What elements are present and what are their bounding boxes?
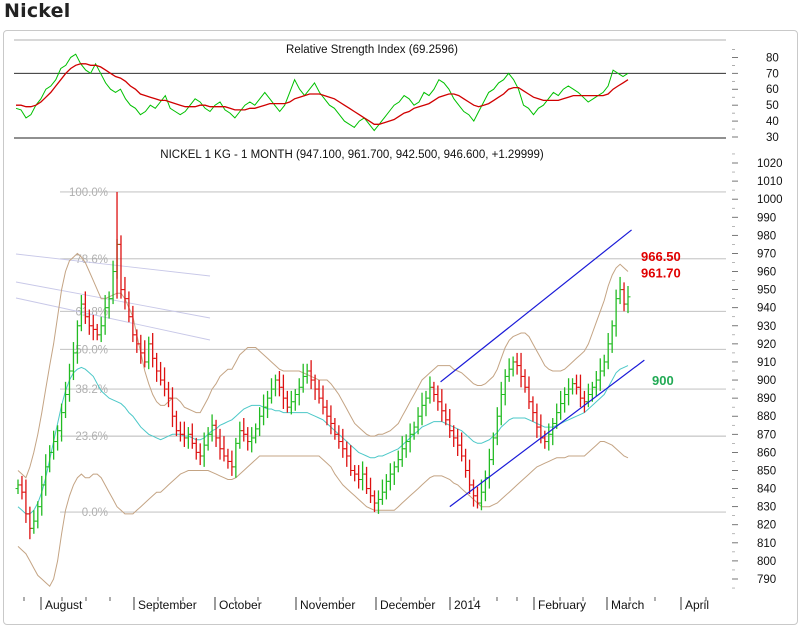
x-month-label: October — [219, 598, 262, 612]
fan-line — [15, 297, 211, 341]
price-y-tick-label: 980 — [757, 230, 776, 242]
price-y-tick-label: 850 — [757, 465, 776, 477]
price-y-tick-label: 820 — [757, 520, 776, 532]
bollinger-bands — [17, 252, 629, 587]
x-month-label: April — [685, 598, 709, 612]
fib-level-label: 50.0% — [75, 344, 108, 356]
x-month-label: August — [45, 598, 83, 612]
price-y-tick-label: 790 — [757, 574, 776, 586]
x-month-label: March — [611, 598, 644, 612]
x-month-label: February — [538, 598, 586, 612]
price-y-tick-label: 910 — [757, 357, 776, 369]
price-y-tick-label: 920 — [757, 339, 776, 351]
trend-channel-upper — [440, 229, 632, 383]
rsi-series-line — [16, 63, 629, 125]
page-title: Nickel — [4, 0, 71, 22]
fib-level-label: 38.2% — [75, 384, 108, 396]
trend-channel — [440, 229, 645, 508]
price-bars — [15, 191, 631, 540]
fibonacci-levels: 100.0% 78.6% 61.8% 50.0% 38.2% 23.6% 0.0% — [60, 187, 726, 519]
price-y-tick-label: 890 — [757, 393, 776, 405]
price-y-tick-label: 1000 — [757, 194, 783, 206]
rsi-y-axis: 30 40 50 60 70 80 — [732, 49, 779, 144]
price-y-tick-label: 880 — [757, 411, 776, 423]
rsi-panel: Relative Strength Index (69.2596) 30 40 50… — [14, 39, 779, 144]
rsi-series-line — [15, 53, 629, 132]
price-annotation: 961.70 — [641, 265, 681, 280]
price-y-tick-label: 870 — [757, 429, 776, 441]
price-y-tick-label: 800 — [757, 556, 776, 568]
rsi-title: Relative Strength Index (69.2596) — [286, 44, 458, 56]
price-y-tick-label: 950 — [757, 285, 776, 297]
rsi-y-tick-label: 70 — [766, 68, 779, 80]
price-y-tick-label: 810 — [757, 538, 776, 550]
fib-level-label: 78.6% — [75, 254, 108, 266]
price-y-axis: 790 800 810 820 830 840 850 860 870 880 890 900 910 9… — [732, 153, 783, 589]
x-axis: August September October November December 20… — [23, 597, 709, 612]
chart-frame — [3, 30, 798, 625]
bollinger-band-line — [17, 441, 629, 587]
price-y-tick-label: 830 — [757, 502, 776, 514]
fib-level-label: 23.6% — [75, 431, 108, 443]
price-panel: NICKEL 1 KG - 1 MONTH (947.100, 961.700,… — [15, 149, 783, 612]
x-month-label: 2014 — [454, 598, 481, 612]
fib-level-label: 100.0% — [69, 187, 108, 199]
price-y-tick-label: 1020 — [757, 158, 783, 170]
price-y-tick-label: 940 — [757, 303, 776, 315]
rsi-y-tick-label: 80 — [766, 52, 779, 64]
fib-level-label: 61.8% — [75, 306, 108, 318]
price-y-tick-label: 900 — [757, 375, 776, 387]
x-month-label: December — [380, 598, 435, 612]
bollinger-band-line — [17, 252, 629, 479]
rsi-y-tick-label: 50 — [766, 100, 779, 112]
rsi-y-tick-label: 60 — [766, 84, 779, 96]
price-annotation: 900 — [652, 373, 674, 388]
price-annotation: 966.50 — [641, 249, 681, 264]
price-y-tick-label: 840 — [757, 484, 776, 496]
price-title: NICKEL 1 KG - 1 MONTH (947.100, 961.700,… — [160, 149, 544, 161]
bollinger-band-line — [17, 365, 629, 515]
price-y-tick-label: 930 — [757, 321, 776, 333]
price-y-tick-label: 860 — [757, 447, 776, 459]
rsi-y-tick-label: 40 — [766, 116, 779, 128]
trend-channel-lower — [449, 359, 645, 508]
rsi-y-tick-label: 30 — [766, 132, 779, 144]
rsi-series-group — [14, 53, 726, 132]
price-y-tick-label: 990 — [757, 212, 776, 224]
x-month-label: September — [138, 598, 197, 612]
price-y-tick-label: 960 — [757, 267, 776, 279]
price-y-tick-label: 1010 — [757, 176, 783, 188]
price-y-tick-label: 970 — [757, 248, 776, 260]
x-month-label: November — [300, 598, 355, 612]
fib-level-label: 0.0% — [82, 507, 108, 519]
